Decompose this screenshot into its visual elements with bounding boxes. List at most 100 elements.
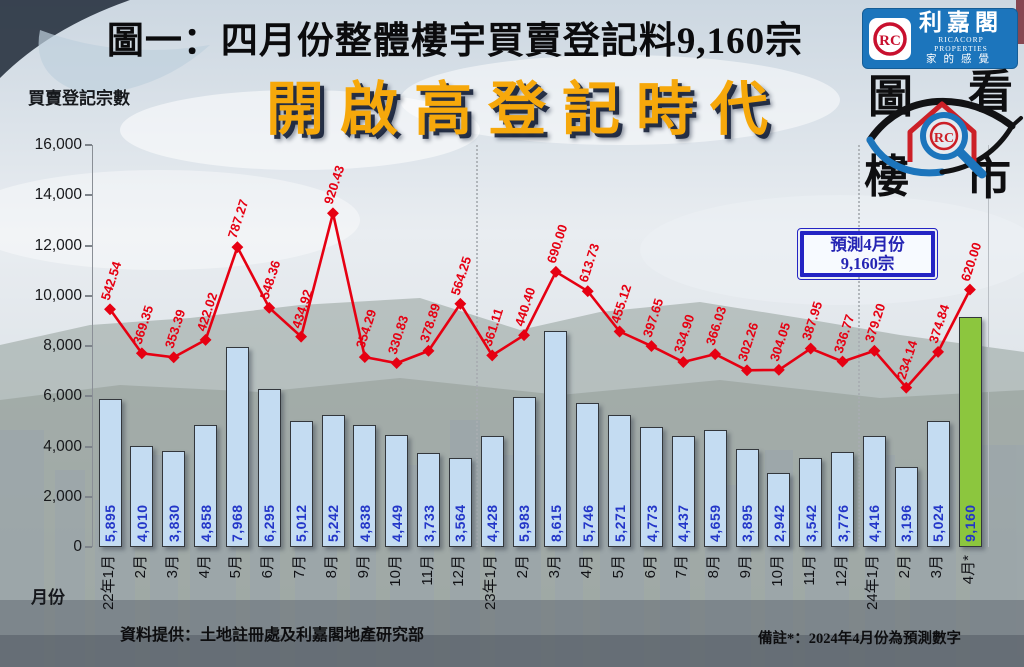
x-axis-label: 23年1月: [482, 555, 500, 611]
y-tick-label: 6,000: [43, 387, 82, 405]
line-value-label: 336.77: [830, 312, 857, 355]
bar[interactable]: [385, 435, 409, 547]
bar[interactable]: [98, 398, 122, 547]
x-axis-label: 12月: [450, 555, 468, 587]
bar-value-label: 3,830: [165, 504, 182, 542]
bar[interactable]: [671, 435, 695, 547]
secondary-axis-line: [988, 145, 989, 547]
bar[interactable]: [480, 435, 504, 547]
data-point-marker: [518, 329, 530, 342]
y-tick-mark: [85, 345, 92, 347]
bar[interactable]: [608, 414, 632, 547]
x-axis-label: 7月: [673, 555, 691, 579]
brand-slogan: 家的感覺: [926, 53, 996, 65]
data-source-note: 資料提供：土地註冊處及利嘉閣地產研究部: [120, 627, 425, 644]
bar[interactable]: [576, 402, 600, 547]
bar-value-label: 5,242: [325, 504, 341, 542]
line-value-label: 234.14: [894, 338, 921, 381]
bar-value-label: 4,428: [484, 504, 501, 542]
x-axis-label: 4月: [577, 555, 595, 579]
bar[interactable]: [894, 466, 918, 547]
bar-value-label: 5,271: [611, 504, 628, 542]
data-point-marker: [135, 347, 148, 360]
line-value-label: 330.83: [384, 313, 411, 357]
x-axis-label: 8月: [323, 555, 340, 579]
bar[interactable]: [862, 436, 886, 547]
bar[interactable]: [799, 458, 823, 547]
bar-value-label: 3,542: [802, 504, 819, 542]
bar[interactable]: [512, 396, 536, 547]
data-point-marker: [199, 333, 212, 346]
bar-value-label: 3,196: [898, 504, 915, 542]
data-point-marker: [581, 285, 594, 298]
bar[interactable]: [735, 449, 759, 547]
x-axis-label: 9月: [737, 555, 754, 579]
bar-value-label: 3,564: [452, 504, 469, 542]
bar[interactable]: [831, 452, 855, 547]
line-value-label: 434.92: [288, 287, 316, 330]
data-point-marker: [358, 351, 371, 364]
data-point-marker: [263, 301, 276, 314]
bar[interactable]: [640, 427, 663, 547]
y-tick-label: 16,000: [34, 136, 82, 153]
bar-value-label: 4,773: [643, 504, 660, 542]
page-title: 圖一：四月份整體樓宇買賣登記料9,160宗: [106, 21, 804, 62]
forecast-footnote: 備註*：2024年4月份為預測數字: [758, 631, 961, 647]
y-tick-label: 10,000: [34, 286, 82, 304]
line-value-label: 422.02: [193, 290, 220, 333]
line-value-label: 302.26: [734, 320, 762, 364]
data-point-marker: [772, 363, 785, 376]
brand-name-en: RICACORP PROPERTIES: [934, 35, 988, 53]
dark-cloud-corner: [0, 0, 130, 78]
x-axis-label: 3月: [928, 555, 946, 579]
data-point-marker: [167, 351, 180, 364]
line-value-label: 548.36: [257, 258, 284, 301]
bar[interactable]: [703, 429, 727, 547]
y-axis-line: [92, 145, 93, 547]
bar[interactable]: [448, 457, 472, 547]
bar[interactable]: [417, 453, 440, 547]
bar-value-label: 5,012: [293, 504, 310, 542]
x-axis-label: 10月: [386, 555, 404, 587]
y-tick-mark: [85, 294, 92, 297]
y-tick-mark: [85, 194, 92, 197]
line-value-label: 613.73: [575, 241, 603, 285]
bar[interactable]: [194, 424, 218, 547]
line-value-label: 369.35: [129, 303, 157, 347]
line-value-label: 354.29: [352, 307, 380, 351]
line-value-label: 455.12: [607, 282, 634, 325]
bar[interactable]: [162, 450, 186, 547]
data-point-marker: [549, 265, 562, 278]
x-axis-label: 7月: [291, 555, 309, 579]
line-value-label: 374.84: [925, 302, 953, 345]
line-value-label: 564.25: [448, 254, 475, 297]
bar[interactable]: [353, 425, 377, 547]
x-axis-label: 24年1月: [864, 555, 882, 611]
data-point-marker: [964, 283, 976, 296]
bar[interactable]: [289, 421, 313, 547]
data-point-marker: [804, 342, 817, 355]
ricacorp-emblem-icon: RC: [869, 17, 911, 60]
bar[interactable]: [130, 446, 154, 547]
data-point-marker: [709, 348, 722, 361]
bar-value-label: 3,895: [739, 504, 755, 542]
line-value-label: 378.89: [416, 301, 443, 344]
bar[interactable]: [767, 473, 791, 547]
x-axis-label: 4月*: [960, 555, 977, 585]
x-axis-label: 6月: [641, 555, 659, 579]
y-tick-mark: [85, 395, 92, 398]
line-value-label: 787.27: [225, 197, 252, 241]
y-tick-mark: [85, 144, 92, 146]
line-value-label: 440.40: [511, 285, 539, 329]
x-axis-label: 6月: [259, 555, 277, 579]
bar[interactable]: [321, 415, 345, 547]
eye-monogram: RC: [934, 131, 954, 146]
data-point-marker: [104, 303, 116, 316]
x-axis-label: 4月: [195, 555, 213, 579]
line-value-label: 690.00: [543, 222, 571, 265]
line-value-label: 366.03: [702, 304, 730, 348]
bar[interactable]: [926, 420, 950, 547]
y-tick-mark: [85, 546, 92, 548]
data-point-marker: [422, 344, 435, 357]
line-value-label: 920.43: [320, 163, 348, 207]
